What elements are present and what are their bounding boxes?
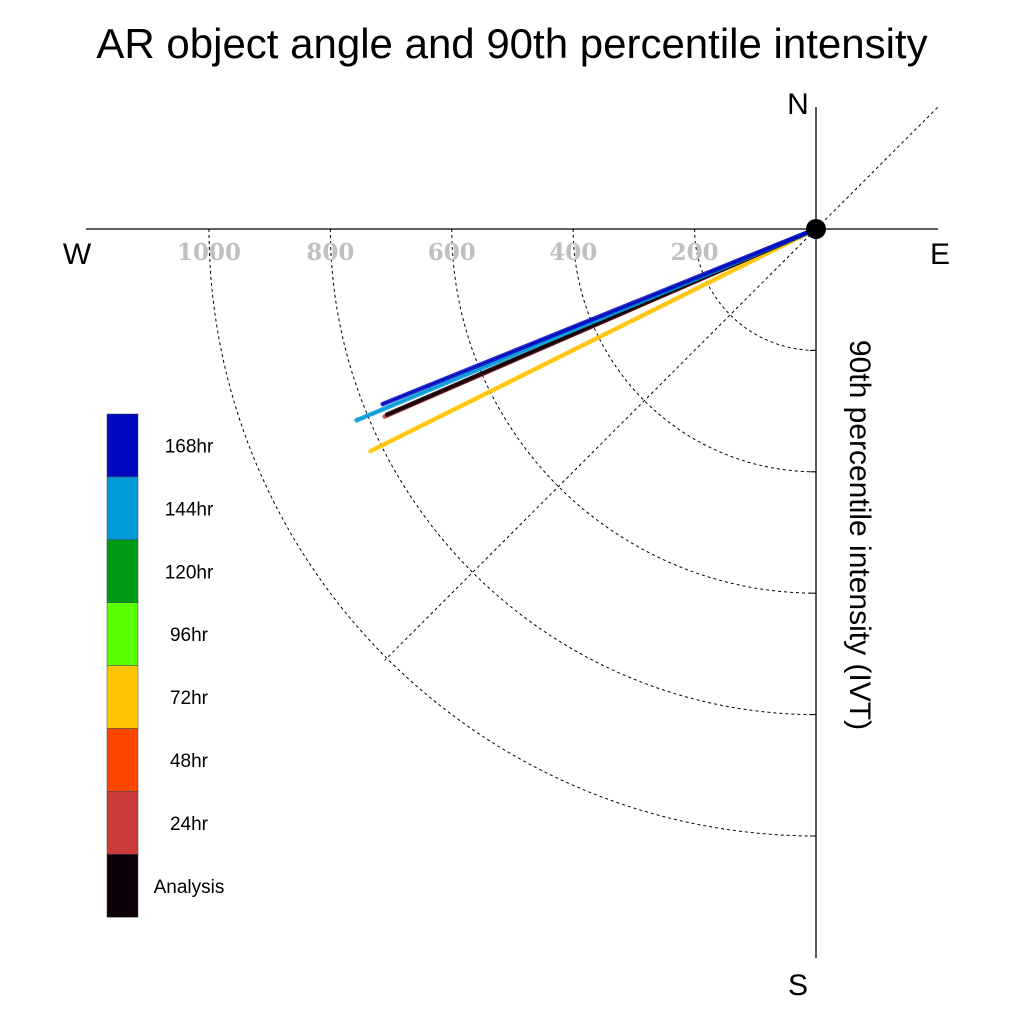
compass-south-label: S <box>788 969 808 1002</box>
compass-east-label: E <box>930 238 950 271</box>
series-line-core <box>382 228 817 405</box>
radial-tick-label: 600 <box>428 239 476 266</box>
legend-swatch <box>106 791 139 855</box>
legend-label: Analysis <box>154 877 225 898</box>
legend: 168hr 144hr 120hr 96hr 72hr 48hr 24hr Analysis <box>106 413 225 918</box>
series-line-core <box>370 228 817 452</box>
polar-grid <box>208 107 938 837</box>
compass-west-label: W <box>63 238 92 271</box>
legend-swatch <box>106 728 139 792</box>
legend-label: 120hr <box>165 562 214 583</box>
legend-swatch <box>106 665 139 729</box>
grid-arc <box>208 228 817 837</box>
y-axis-label: 90th percentile intensity (IVT) <box>843 340 876 730</box>
series-lines <box>354 226 819 454</box>
radial-tick-label: 200 <box>671 239 719 266</box>
radial-tick-label: 800 <box>306 239 354 266</box>
legend-label: 168hr <box>165 436 214 457</box>
legend-label: 144hr <box>165 499 214 520</box>
radial-tick-label: 1000 <box>177 239 241 266</box>
chart-title: AR object angle and 90th percentile inte… <box>96 20 927 67</box>
origin-point <box>806 219 826 239</box>
legend-swatch <box>106 539 139 603</box>
radial-tick-label: 400 <box>549 239 597 266</box>
radial-tick-labels: 200 400 600 800 1000 <box>177 239 719 266</box>
grid-arc <box>694 228 817 351</box>
legend-swatch <box>106 413 139 478</box>
grid-arc <box>572 228 817 473</box>
grid-arc <box>451 228 817 594</box>
legend-label: 24hr <box>170 814 209 835</box>
legend-swatch <box>106 854 139 918</box>
legend-swatch <box>106 602 139 666</box>
legend-label: 96hr <box>170 625 209 646</box>
compass-north-label: N <box>787 88 809 121</box>
legend-label: 48hr <box>170 751 209 772</box>
diagonal-reference-line <box>384 107 938 661</box>
grid-arc <box>329 228 817 716</box>
legend-label: 72hr <box>170 688 209 709</box>
compass-axes <box>86 107 938 958</box>
legend-swatch <box>106 476 139 541</box>
